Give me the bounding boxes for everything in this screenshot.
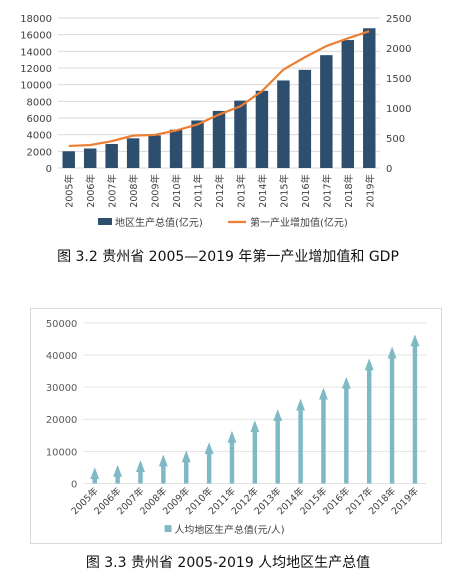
y-left-tick-label: 2000 [27, 147, 52, 158]
x-tick-label: 2007年 [107, 174, 119, 208]
per-capita-arrow-bar [296, 398, 306, 484]
per-capita-arrow-bar [227, 430, 237, 484]
gdp-bar [83, 148, 97, 168]
per-capita-arrow-bar [90, 467, 100, 484]
y-left-tick-label: 0 [46, 164, 52, 175]
y-right-tick-label: 2000 [386, 44, 411, 55]
y-left-tick-label: 16000 [20, 31, 52, 42]
per-capita-arrow-bar [341, 376, 351, 484]
y-right-tick-label: 1500 [386, 74, 411, 85]
chart-gdp-primary-industry: 0200040006000800010000120001400016000180… [20, 14, 411, 229]
y-tick-label: 30000 [46, 383, 78, 394]
gdp-bar [234, 100, 247, 168]
per-capita-arrow-bar [113, 464, 123, 484]
gdp-bar [169, 129, 183, 168]
gdp-bar [126, 138, 140, 168]
x-tick-label: 2016年 [300, 174, 312, 208]
gdp-bar [191, 120, 204, 168]
y-right-tick-label: 2500 [386, 14, 411, 25]
x-tick-label: 2006年 [85, 174, 97, 208]
x-tick-label: 2019年 [364, 174, 376, 208]
gdp-bar [277, 80, 290, 168]
gdp-bar [320, 55, 333, 168]
per-capita-arrow-bar [250, 420, 260, 484]
y-right-tick-label: 1000 [386, 104, 411, 115]
y-tick-label: 20000 [46, 415, 78, 426]
legend-label-gdp: 地区生产总值(亿元) [115, 216, 203, 229]
gdp-bar [298, 69, 312, 168]
x-tick-label: 2018年 [343, 174, 355, 208]
x-tick-label: 2017年 [321, 174, 333, 208]
y-right-tick-label: 0 [386, 164, 392, 175]
y-right-tick-label: 500 [386, 134, 405, 145]
x-tick-label: 2005年 [64, 174, 76, 208]
per-capita-arrow-bar [181, 450, 191, 484]
x-tick-label: 2014年 [257, 174, 269, 208]
gdp-bar [341, 40, 355, 168]
legend-swatch-gdp [98, 218, 112, 225]
gdp-bar [62, 151, 75, 168]
per-capita-arrow-bar [136, 460, 145, 484]
y-tick-label: 50000 [46, 319, 78, 330]
per-capita-arrow-bar [158, 454, 168, 484]
x-tick-label: 2009年 [150, 174, 162, 208]
x-tick-label: 2012年 [214, 174, 226, 208]
y-left-tick-label: 6000 [27, 114, 52, 125]
gdp-bar [148, 135, 161, 168]
gdp-bar [363, 28, 376, 169]
gdp-bar [255, 90, 269, 168]
y-left-tick-label: 8000 [27, 97, 52, 108]
per-capita-arrow-bar [204, 442, 214, 484]
gdp-bar [212, 110, 226, 168]
chart-per-capita-gdp: 010000200003000040000500002005年2006年2007… [30, 308, 442, 544]
per-capita-arrow-bar [364, 358, 374, 484]
gdp-bar [105, 143, 118, 168]
per-capita-arrow-bar [410, 334, 420, 484]
y-tick-label: 0 [71, 479, 77, 490]
per-capita-arrow-bar [273, 409, 283, 484]
x-tick-label: 2011年 [193, 174, 205, 208]
figure-caption-3-2: 图 3.2 贵州省 2005—2019 年第一产业增加值和 GDP [57, 249, 399, 265]
figure-caption-3-3: 图 3.3 贵州省 2005-2019 人均地区生产总值 [85, 555, 371, 571]
y-left-tick-label: 12000 [20, 64, 52, 75]
primary-industry-line [68, 30, 370, 148]
y-left-tick-label: 18000 [20, 14, 52, 25]
legend-label-primary: 第一产业增加值(亿元) [250, 216, 348, 229]
legend-label-per-capita: 人均地区生产总值(元/人) [175, 523, 285, 536]
per-capita-arrow-bar [387, 346, 397, 484]
y-left-tick-label: 4000 [27, 131, 52, 142]
per-capita-arrow-bar [318, 387, 328, 484]
x-tick-label: 2013年 [235, 174, 247, 208]
legend-swatch-per-capita [164, 525, 172, 533]
y-left-tick-label: 14000 [20, 47, 52, 58]
x-tick-label: 2008年 [128, 174, 140, 208]
y-left-tick-label: 10000 [20, 81, 52, 92]
x-tick-label: 2015年 [278, 174, 290, 208]
x-tick-label: 2010年 [171, 174, 183, 208]
y-tick-label: 40000 [46, 351, 78, 362]
y-tick-label: 10000 [46, 447, 78, 458]
